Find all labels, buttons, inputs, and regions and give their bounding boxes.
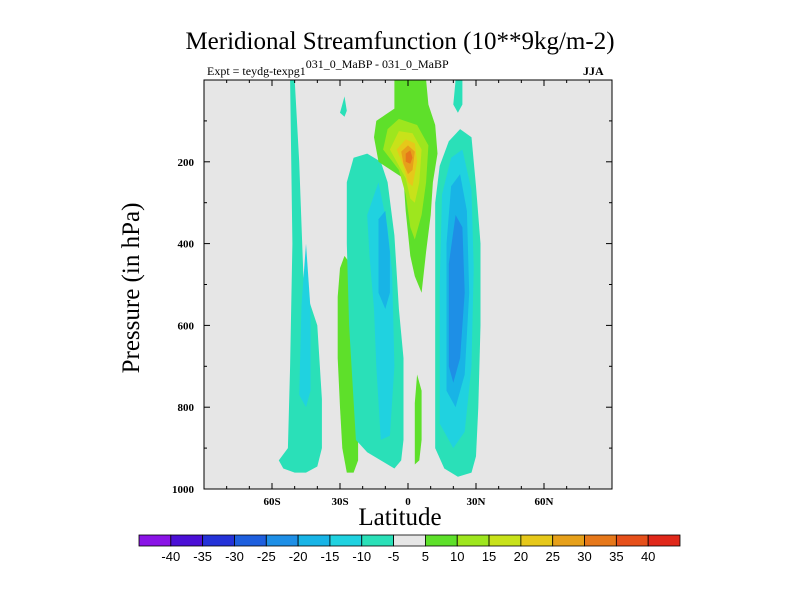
- colorbar-swatch: [138, 534, 172, 547]
- colorbar-swatch: [361, 534, 394, 547]
- season-label: JJA: [583, 64, 604, 78]
- colorbar-label: -25: [257, 549, 276, 564]
- contour-region-16: [414, 374, 422, 465]
- y-tick-label: 600: [178, 320, 195, 332]
- x-tick-label: 0: [405, 496, 411, 508]
- colorbar-label: -30: [225, 549, 244, 564]
- colorbar-label: -15: [321, 549, 340, 564]
- colorbar: -40 -35 -30 -25 -20 -15 -10 -5 5 10 15 20 25 30 35 40: [138, 534, 681, 564]
- colorbar-swatch: [488, 534, 522, 547]
- colorbar-label: 35: [609, 549, 623, 564]
- colorbar-swatch: [584, 534, 617, 547]
- contour-region-1: [299, 243, 311, 408]
- tick-layer: 60S 30S 0 30N 60N 200 400 600 800 1000: [172, 80, 612, 508]
- colorbar-swatch: [265, 534, 299, 547]
- colorbar-swatch: [234, 534, 267, 547]
- colorbar-swatch: [520, 534, 554, 547]
- colorbar-swatch: [615, 534, 649, 547]
- colorbar-swatch: [202, 534, 235, 547]
- x-tick-label: 30S: [331, 496, 348, 508]
- colorbar-swatch: [329, 534, 363, 547]
- x-tick-label: 60S: [263, 496, 280, 508]
- colorbar-label: -5: [388, 549, 400, 564]
- contour-region-17: [453, 80, 463, 113]
- contour-region-9: [448, 215, 465, 383]
- colorbar-label: 5: [422, 549, 429, 564]
- contour-region-5: [378, 210, 390, 309]
- colorbar-label: 40: [641, 549, 655, 564]
- y-tick-label: 400: [178, 239, 195, 251]
- x-tick-label: 60N: [535, 496, 554, 508]
- colorbar-swatch: [297, 534, 331, 547]
- contour-region-18: [340, 96, 347, 117]
- colorbar-label: -10: [352, 549, 371, 564]
- colorbar-swatch: [425, 534, 458, 547]
- colorbar-label: -20: [289, 549, 308, 564]
- colorbar-swatch: [647, 534, 681, 547]
- contour-region-0: [278, 80, 322, 473]
- x-axis-label: Latitude: [358, 504, 442, 531]
- y-tick-label: 1000: [172, 484, 195, 496]
- colorbar-label: 10: [450, 549, 464, 564]
- colorbar-label: 30: [577, 549, 591, 564]
- x-tick-label: 30N: [467, 496, 486, 508]
- colorbar-label: 20: [514, 549, 528, 564]
- y-tick-label: 200: [178, 157, 195, 169]
- experiment-subtitle: Expt = teydg-texpg1031_0_MaBP - 031_0_Ma…: [207, 57, 449, 79]
- colorbar-swatch: [552, 534, 585, 547]
- colorbar-label: -40: [161, 549, 180, 564]
- chart-title: Meridional Streamfunction (10**9kg/m-2): [185, 28, 615, 55]
- colorbar-label: 15: [482, 549, 496, 564]
- colorbar-label: 25: [545, 549, 559, 564]
- experiment-name: Expt = teydg-texpg1: [207, 64, 306, 78]
- colorbar-swatch: [456, 534, 490, 547]
- contour-region-15: [405, 150, 413, 164]
- y-tick-label: 800: [178, 402, 195, 414]
- experiment-period: 031_0_MaBP - 031_0_MaBP: [305, 57, 449, 71]
- colorbar-swatch: [170, 534, 204, 547]
- contour-layer: [278, 80, 481, 477]
- colorbar-swatch: [393, 534, 426, 547]
- colorbar-label: -35: [193, 549, 212, 564]
